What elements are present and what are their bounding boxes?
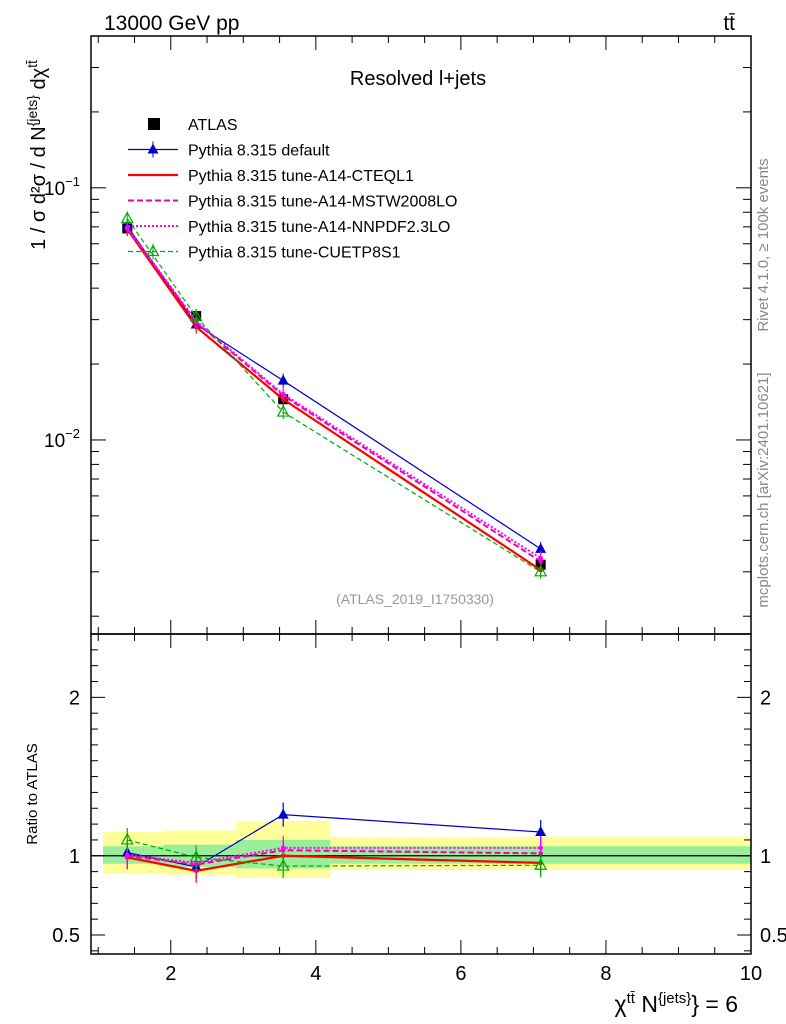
ratio-point (535, 826, 547, 837)
series-1 (121, 219, 547, 556)
series-2 (124, 222, 543, 577)
legend-entry: Pythia 8.315 default (128, 141, 330, 160)
legend-label: Pythia 8.315 tune-A14-CTEQL1 (188, 168, 414, 185)
series-4 (124, 220, 543, 566)
legend: ATLAS Pythia 8.315 default Pythia 8.315 tu… (128, 117, 457, 262)
process-label: tt̄ (723, 12, 735, 35)
main-x-ticks (97, 36, 752, 634)
legend-label: Pythia 8.315 tune-A14-MSTW2008LO (188, 194, 457, 211)
series-line (126, 225, 541, 550)
main-y-tick-exponent: −1 (65, 174, 80, 189)
ratio-y-tick-label-right: 2 (760, 687, 771, 709)
ratio-point (120, 832, 134, 845)
ratio-y-tick-label-right: 0.5 (760, 925, 786, 947)
legend-marker (147, 143, 159, 154)
ratio-x-tick-label: 8 (600, 963, 611, 985)
ratio-point (538, 845, 543, 851)
ratio-x-tick-label: 2 (165, 963, 176, 985)
legend-label: Pythia 8.315 default (188, 143, 330, 160)
ratio-y-tick-label: 1 (69, 846, 80, 868)
legend-marker (148, 118, 160, 130)
legend-label: Pythia 8.315 tune-A14-NNPDF2.3LO (188, 219, 450, 236)
ratio-line (127, 849, 541, 866)
legend-marker (146, 244, 160, 257)
energy-label: 13000 GeV pp (104, 12, 239, 35)
data-point (277, 374, 289, 385)
ratio-x-tick-label: 10 (740, 963, 762, 985)
ratio-point (124, 852, 130, 858)
ratio-panel: Ratio to ATLAS 2 4 6 8 10 0.5 0.5 1 1 2 2 χtt̄ N{j… (24, 633, 786, 1017)
ratio-series (120, 802, 548, 883)
ratio-line (127, 854, 541, 872)
series-line (126, 227, 542, 563)
ratio-y-tick-label: 0.5 (52, 925, 80, 947)
analysis-label: (ATLAS_2019_I1750330) (336, 591, 494, 607)
legend-entry: Pythia 8.315 tune-A14-NNPDF2.3LO (128, 219, 450, 236)
legend-label: Pythia 8.315 tune-CUETP8S1 (188, 245, 401, 262)
main-y-ticks: 10−1 10−2 (44, 35, 751, 617)
chart-title: Resolved l+jets (350, 68, 486, 90)
ratio-series-5 (120, 827, 548, 879)
x-axis-label: χtt̄ N{jets}} = 6 (615, 990, 738, 1017)
ratio-point (189, 850, 203, 862)
ratio-ticks: 2 4 6 8 10 0.5 0.5 1 1 2 2 (52, 634, 786, 985)
ratio-x-tick-label: 6 (455, 963, 466, 985)
ratio-point (276, 858, 290, 871)
main-panel: Resolved l+jets (ATLAS_2019_I1750330) 1 … (24, 35, 752, 635)
mcplots-label: mcplots.cern.ch [arXiv:2401.10621] (755, 372, 772, 607)
legend-entry: Pythia 8.315 tune-CUETP8S1 (128, 243, 401, 262)
ratio-y-tick-label: 2 (69, 687, 80, 709)
legend-label: ATLAS (188, 117, 238, 134)
series-3 (124, 221, 543, 569)
ratio-y-axis-label: Ratio to ATLAS (24, 743, 41, 844)
legend-entry: ATLAS (148, 117, 238, 134)
legend-entry: Pythia 8.315 tune-A14-CTEQL1 (128, 168, 414, 185)
series-line (126, 218, 541, 573)
data-point (538, 555, 543, 561)
main-series (120, 211, 548, 579)
ratio-point (277, 808, 289, 819)
data-point (280, 391, 286, 397)
data-point (534, 564, 548, 577)
legend-entry: Pythia 8.315 tune-A14-MSTW2008LO (128, 194, 457, 211)
data-point (535, 542, 547, 553)
main-y-tick-exponent: −2 (65, 426, 80, 441)
main-y-tick-label: 10−1 (44, 174, 80, 200)
ratio-line (127, 839, 541, 867)
main-y-axis-label: 1 / σ d²σ / d N{jets} dχtt̄ (24, 60, 50, 250)
ratio-line (127, 813, 541, 868)
series-line (126, 227, 542, 559)
series-line (126, 228, 542, 571)
ratio-line (127, 846, 541, 864)
ratio-point (534, 858, 548, 870)
data-point (120, 211, 134, 224)
rivet-label: Rivet 4.1.0, ≥ 100k events (755, 158, 772, 331)
series-5 (120, 211, 548, 579)
ratio-point (280, 845, 286, 851)
main-y-tick-label: 10−2 (44, 426, 80, 452)
data-point (189, 309, 203, 322)
series-0 (122, 221, 546, 572)
ratio-frame (90, 633, 752, 955)
ratio-y-tick-label-right: 1 (760, 846, 771, 868)
data-point (276, 404, 290, 417)
ratio-x-tick-label: 4 (310, 963, 321, 985)
